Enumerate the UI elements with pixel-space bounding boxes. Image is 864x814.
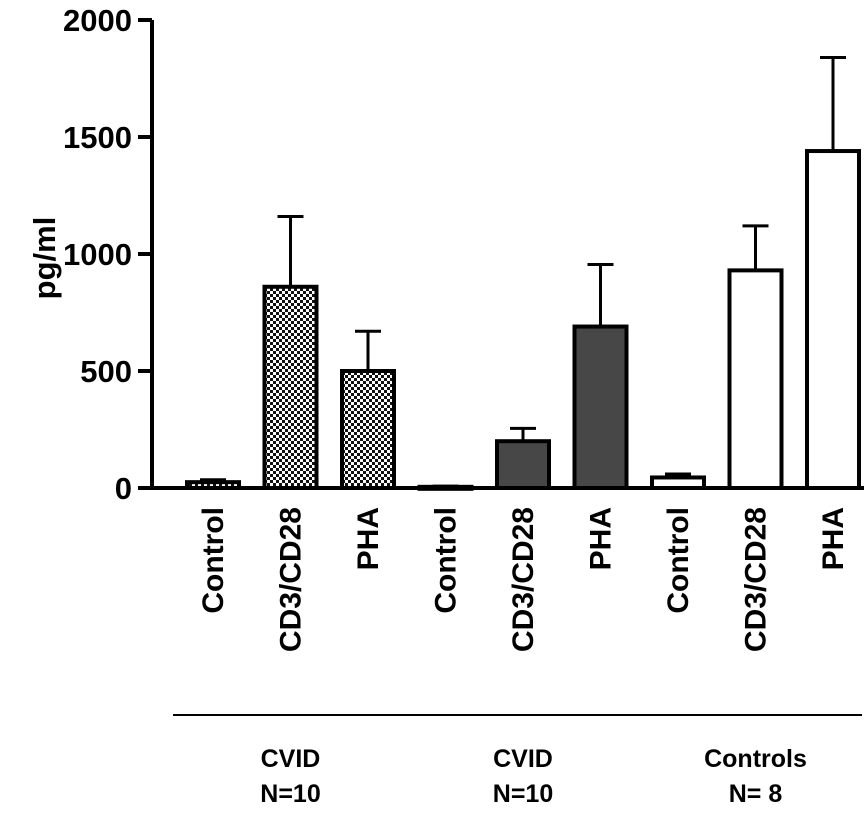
bar	[727, 268, 784, 490]
bar	[572, 324, 629, 491]
y-tick-label: 0	[115, 471, 132, 506]
group-label-count: N= 8	[729, 780, 783, 808]
bar	[650, 475, 706, 491]
group-label-name: CVID	[261, 745, 321, 773]
y-axis-label: pg/ml	[27, 217, 62, 300]
category-label: PHA	[817, 507, 850, 570]
bar	[495, 439, 551, 491]
y-tick-label: 500	[80, 354, 132, 389]
y-tick-label: 2000	[63, 3, 132, 38]
group-label-name: CVID	[493, 745, 553, 773]
category-label: CD3/CD28	[275, 507, 308, 652]
group-label-name: Controls	[704, 745, 807, 773]
y-tick-label: 1500	[63, 120, 132, 155]
bar	[805, 149, 861, 490]
group-label-count: N=10	[493, 780, 553, 808]
category-label: CD3/CD28	[507, 507, 540, 652]
y-tick-label: 1000	[63, 237, 132, 272]
category-label: PHA	[352, 507, 385, 570]
bar	[262, 284, 319, 491]
category-label: Control	[662, 507, 695, 614]
category-label: Control	[430, 507, 463, 614]
bar	[185, 480, 241, 490]
category-label: Control	[197, 507, 230, 614]
bar	[340, 369, 396, 490]
group-label-count: N=10	[260, 780, 320, 808]
category-label: PHA	[585, 507, 618, 570]
category-label: CD3/CD28	[740, 507, 773, 652]
